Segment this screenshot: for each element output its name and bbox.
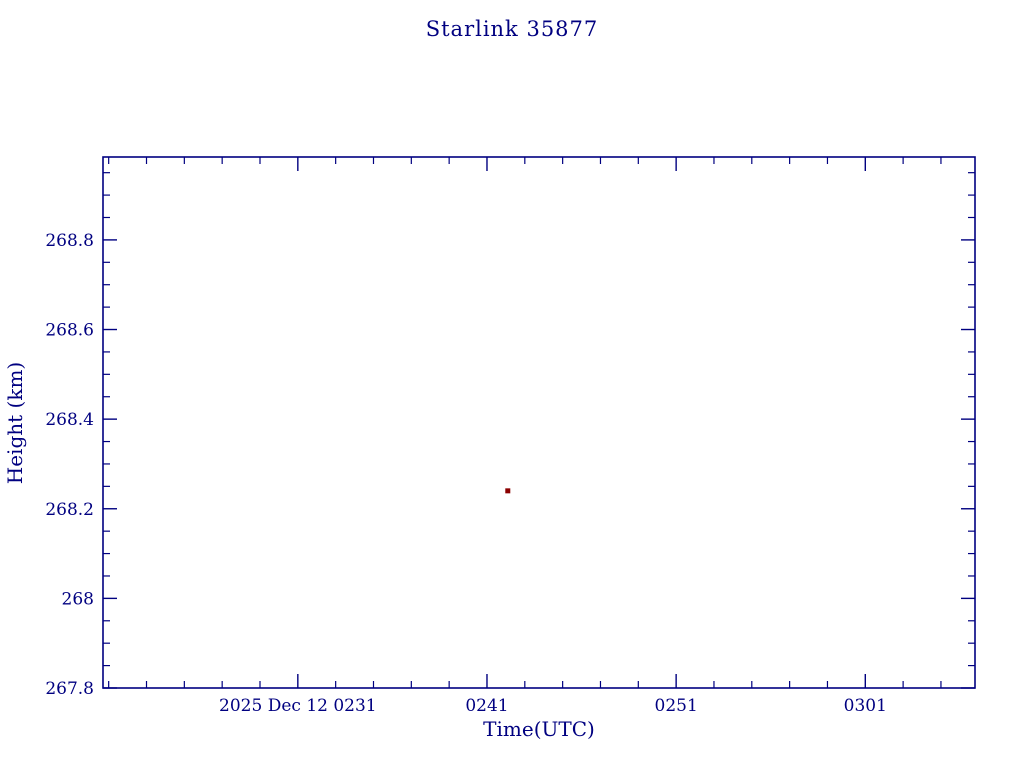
y-tick-label: 268.2: [45, 500, 94, 520]
y-tick-label: 268: [62, 589, 94, 609]
y-tick-label: 268.6: [45, 321, 94, 341]
x-axis-label: Time(UTC): [483, 717, 595, 741]
y-tick-label: 267.8: [45, 679, 94, 699]
data-point: [505, 488, 511, 494]
plot-frame: [102, 156, 976, 689]
x-tick-label: 0241: [465, 696, 508, 716]
y-tick-label: 268.8: [45, 231, 94, 251]
x-tick-label: 2025 Dec 12 0231: [219, 696, 377, 716]
y-tick-label: 268.4: [45, 410, 94, 430]
chart-title: Starlink 35877: [425, 17, 599, 41]
x-tick-label: 0301: [844, 696, 887, 716]
x-tick-label: 0251: [655, 696, 698, 716]
